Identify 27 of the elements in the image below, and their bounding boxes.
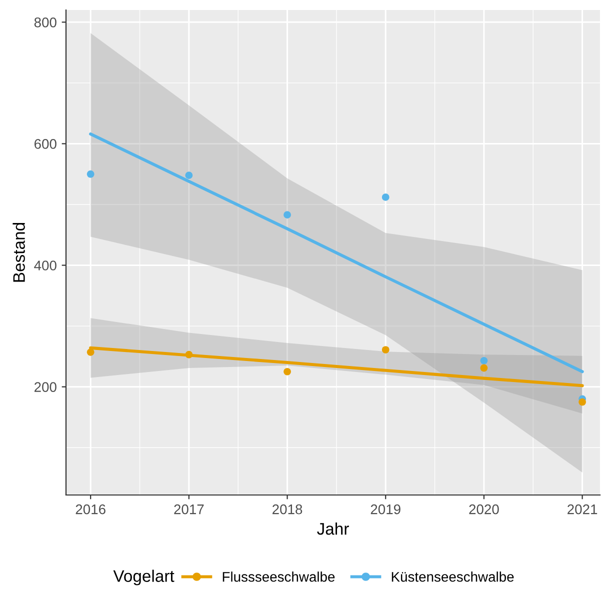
point	[382, 194, 390, 201]
legend-title: Vogelart	[113, 570, 174, 586]
x-tick-label: 2020	[469, 504, 499, 514]
legend-label: Küstenseeschwalbe	[392, 572, 514, 582]
legend-label: Flussseeschwalbe	[222, 572, 335, 582]
point	[578, 398, 586, 406]
x-tick-label: 2019	[370, 504, 400, 514]
point	[185, 350, 193, 358]
point	[86, 170, 94, 178]
y-tick-label: 400	[34, 260, 56, 270]
y-tick-label: 600	[34, 139, 56, 149]
point	[480, 357, 488, 364]
x-tick-label: 2021	[568, 504, 598, 514]
point	[185, 172, 193, 179]
x-axis-title: Jahr	[317, 522, 349, 535]
point	[480, 364, 488, 372]
y-axis-title: Bestand	[12, 222, 25, 282]
point	[86, 348, 94, 356]
x-tick-label: 2018	[272, 504, 302, 514]
x-tick-label: 2016	[76, 504, 106, 514]
point	[284, 368, 291, 376]
point	[284, 211, 291, 218]
y-tick-label: 800	[34, 17, 56, 28]
line-series	[89, 132, 584, 374]
point	[382, 346, 390, 354]
y-tick-label: 200	[34, 382, 56, 392]
x-tick-label: 2017	[174, 504, 204, 514]
